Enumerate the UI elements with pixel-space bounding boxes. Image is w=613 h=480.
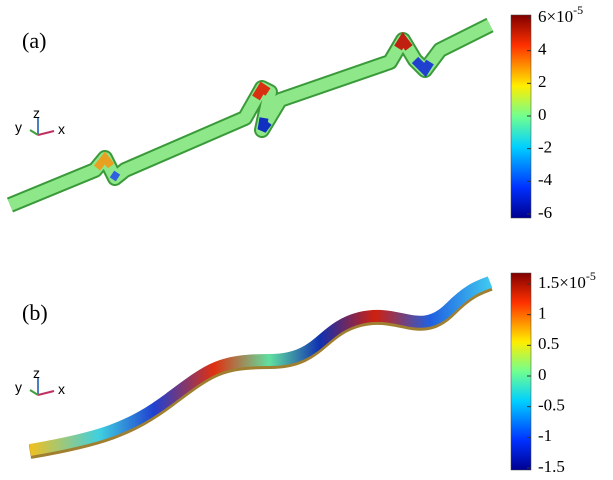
colorbar-tick-label: 0.5 [538, 334, 559, 353]
tick-exponent: -5 [573, 3, 583, 17]
axis-y: y [15, 119, 22, 135]
colorbar-tick-label: 2 [538, 72, 547, 91]
colorbar-tick-label: -0.5 [538, 396, 565, 415]
beam-a [10, 25, 490, 205]
colorbar-tick-label: 0 [538, 105, 547, 124]
axis-triad: z y x [15, 105, 65, 137]
axis-x: x [58, 121, 65, 137]
colorbar-tick-label: 1 [538, 304, 547, 323]
colorbar-tick-label: -1 [538, 426, 552, 445]
colorbar-tick-label: 1.5×10-5 [538, 269, 596, 292]
colorbar-tick-label: 4 [538, 40, 547, 59]
panel-label: (b) [22, 300, 48, 325]
axis-z: z [33, 105, 40, 121]
beam-b [30, 282, 490, 452]
axis-triad: z y x [15, 365, 65, 397]
colorbar-tick-label: -4 [538, 170, 553, 189]
colorbar-tick-label: 6×10-5 [538, 3, 583, 26]
colorbar-tick-label: -6 [538, 203, 552, 222]
axis-z: z [33, 365, 40, 381]
tick-base: 1.5×10 [538, 273, 586, 292]
tick-base: 6×10 [538, 7, 573, 26]
axis-x: x [58, 381, 65, 397]
panel-label: (a) [22, 28, 46, 53]
tick-exponent: -5 [586, 269, 596, 283]
figure: (a) z y x (b) z y x 6×10-5420-2-4-61.5×1… [0, 0, 613, 480]
axis-y: y [15, 379, 22, 395]
colorbar-tick-label: -2 [538, 138, 552, 157]
colorbar-tick-label: 0 [538, 365, 547, 384]
colorbar-tick-label: -1.5 [538, 457, 565, 476]
colorbar [511, 273, 531, 470]
